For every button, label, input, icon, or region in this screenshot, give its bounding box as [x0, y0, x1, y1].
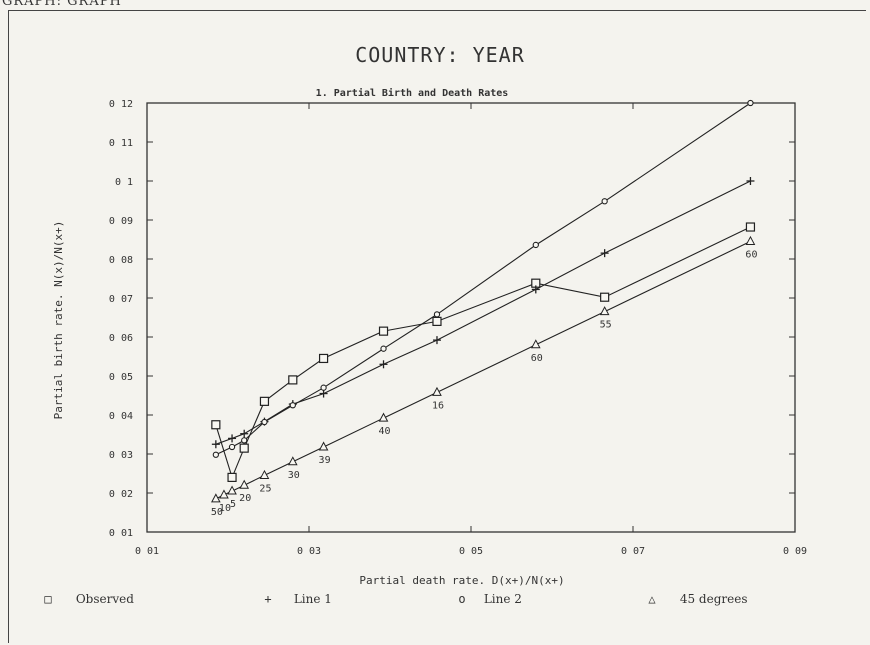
y-tick-label: 0 04: [109, 411, 133, 422]
x-tick-label: 0 01: [135, 546, 159, 557]
data-point-triangle: [227, 485, 237, 495]
age-annotation: 40: [378, 426, 390, 437]
x-tick-label: 0 09: [783, 546, 807, 557]
data-point-square: [239, 443, 249, 453]
header-text: GRAPH: GRAPH: [2, 0, 122, 9]
data-point-circle: [228, 443, 236, 451]
data-point-triangle: [378, 412, 389, 422]
age-annotation: 10: [219, 503, 231, 514]
age-annotation: 20: [239, 493, 251, 504]
y-tick-label: 0 08: [109, 255, 133, 266]
data-point-triangle: [219, 489, 229, 499]
series-line-line-1: [215, 180, 751, 445]
y-tick-label: 0 12: [109, 99, 133, 110]
data-point-triangle: [211, 493, 221, 503]
series-line-observed: [215, 226, 751, 480]
y-tick-label: 0 11: [109, 138, 133, 149]
data-point-circle: [289, 402, 296, 409]
data-point-circle: [241, 437, 248, 444]
x-tick-label: 0 03: [297, 546, 321, 557]
age-annotation: 30: [288, 470, 300, 481]
data-point-triangle: [259, 469, 270, 479]
age-annotation: 60: [745, 249, 757, 260]
x-tick-label: 0 05: [459, 546, 483, 557]
chart-frame: [8, 10, 866, 643]
y-tick-label: 0 06: [109, 333, 133, 344]
age-annotation: 25: [259, 483, 271, 494]
chart-title: COUNTRY: YEAR: [355, 43, 525, 67]
data-point-triangle: [318, 441, 329, 451]
data-point-square: [600, 292, 610, 302]
data-point-square: [432, 316, 442, 326]
data-point-circle: [320, 384, 327, 391]
data-point-circle: [380, 345, 387, 352]
y-tick-label: 0 09: [109, 216, 133, 227]
y-tick-label: 0 05: [109, 372, 133, 383]
data-point-square: [745, 222, 756, 232]
data-point-triangle: [745, 235, 756, 245]
age-annotation: 5: [230, 499, 236, 510]
data-point-square: [378, 326, 389, 336]
data-point-square: [318, 353, 329, 364]
age-annotation: 60: [531, 353, 543, 364]
y-tick-label: 0 03: [109, 450, 133, 461]
data-point-circle: [433, 311, 441, 318]
plot-area: [146, 102, 796, 533]
data-point-circle: [601, 198, 608, 205]
y-tick-label: 0 02: [109, 489, 133, 500]
data-point-triangle: [432, 386, 442, 396]
chart-subtitle: 1. Partial Birth and Death Rates: [316, 87, 509, 99]
age-annotation: 50: [211, 507, 223, 518]
data-point-square: [288, 375, 298, 385]
age-annotation: 55: [600, 320, 612, 331]
x-tick-label: 0 07: [621, 546, 645, 557]
data-point-square: [227, 472, 237, 482]
data-point-triangle: [287, 456, 298, 466]
data-point-triangle: [530, 339, 541, 349]
series-line-line-2: [215, 102, 751, 456]
data-point-circle: [532, 241, 539, 249]
data-point-circle: [212, 451, 219, 458]
data-point-triangle: [239, 479, 250, 489]
series-line-45-degrees: [215, 240, 751, 500]
data-point-triangle: [599, 306, 610, 316]
y-axis-label: Partial birth rate. N(x)/N(x+): [52, 221, 65, 420]
data-point-circle: [261, 418, 268, 426]
y-tick-label: 0 01: [109, 528, 133, 539]
y-tick-label: 0 1: [115, 177, 133, 188]
age-annotation: 16: [432, 400, 444, 411]
y-tick-label: 0 07: [109, 294, 133, 305]
data-point-square: [259, 396, 270, 406]
x-axis-label: Partial death rate. D(x+)/N(x+): [359, 574, 564, 587]
data-point-circle: [747, 99, 754, 107]
age-annotation: 39: [319, 455, 331, 466]
data-point-square: [211, 420, 221, 430]
